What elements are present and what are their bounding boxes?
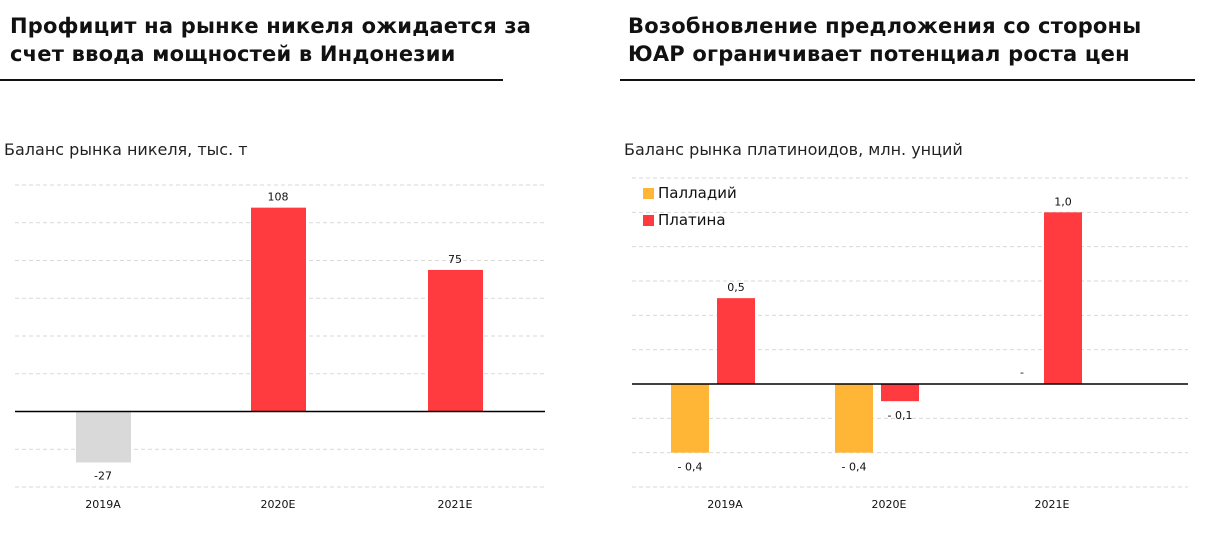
data-label: 1,0 [1054,195,1072,208]
data-label: 108 [268,191,289,204]
x-tick-label: 2019A [85,498,121,511]
legend-label: Платина [658,211,726,229]
bar-2019A [76,411,131,463]
x-tick-label: 2019A [707,498,743,511]
data-label: 75 [448,253,462,266]
data-label: 0,5 [727,281,745,294]
legend-label: Палладий [658,184,737,202]
bar-Палладий-2020E [835,384,873,453]
left-title: Профицит на рынке никеля ожидается за сче… [10,12,531,68]
left-title-line2: счет ввода мощностей в Индонезии [10,42,456,66]
left-title-line1: Профицит на рынке никеля ожидается за [10,14,532,38]
legend-item-palladium: Палладий [643,184,737,202]
data-label: -27 [94,469,112,482]
bar-Платина-2019A [717,298,755,384]
x-tick-label: 2020E [261,498,296,511]
left-subtitle: Баланс рынка никеля, тыс. т [4,140,248,159]
legend-item-platinum: Платина [643,211,726,229]
legend-swatch-platinum [643,214,654,226]
bar-2020E [251,207,306,412]
right-subtitle: Баланс рынка платиноидов, млн. унций [624,140,963,159]
bar-2021E [428,269,483,412]
bar-Платина-2021E [1044,212,1082,384]
x-tick-label: 2020E [872,498,907,511]
data-label: - 0,4 [842,461,867,474]
left-title-rule [0,79,503,81]
right-title-line2: ЮАР ограничивает потенциал роста цен [628,42,1130,66]
right-title-line1: Возобновление предложения со стороны [628,14,1142,38]
right-title-rule [620,79,1195,81]
right-title: Возобновление предложения со стороны ЮАР … [628,12,1141,68]
data-label: - [1020,366,1024,379]
data-label: - 0,4 [678,461,703,474]
x-tick-label: 2021E [438,498,473,511]
x-tick-label: 2021E [1035,498,1070,511]
bar-Палладий-2019A [671,384,709,453]
legend-swatch-palladium [643,187,654,199]
data-label: - 0,1 [888,409,913,422]
bar-Платина-2020E [881,384,919,402]
